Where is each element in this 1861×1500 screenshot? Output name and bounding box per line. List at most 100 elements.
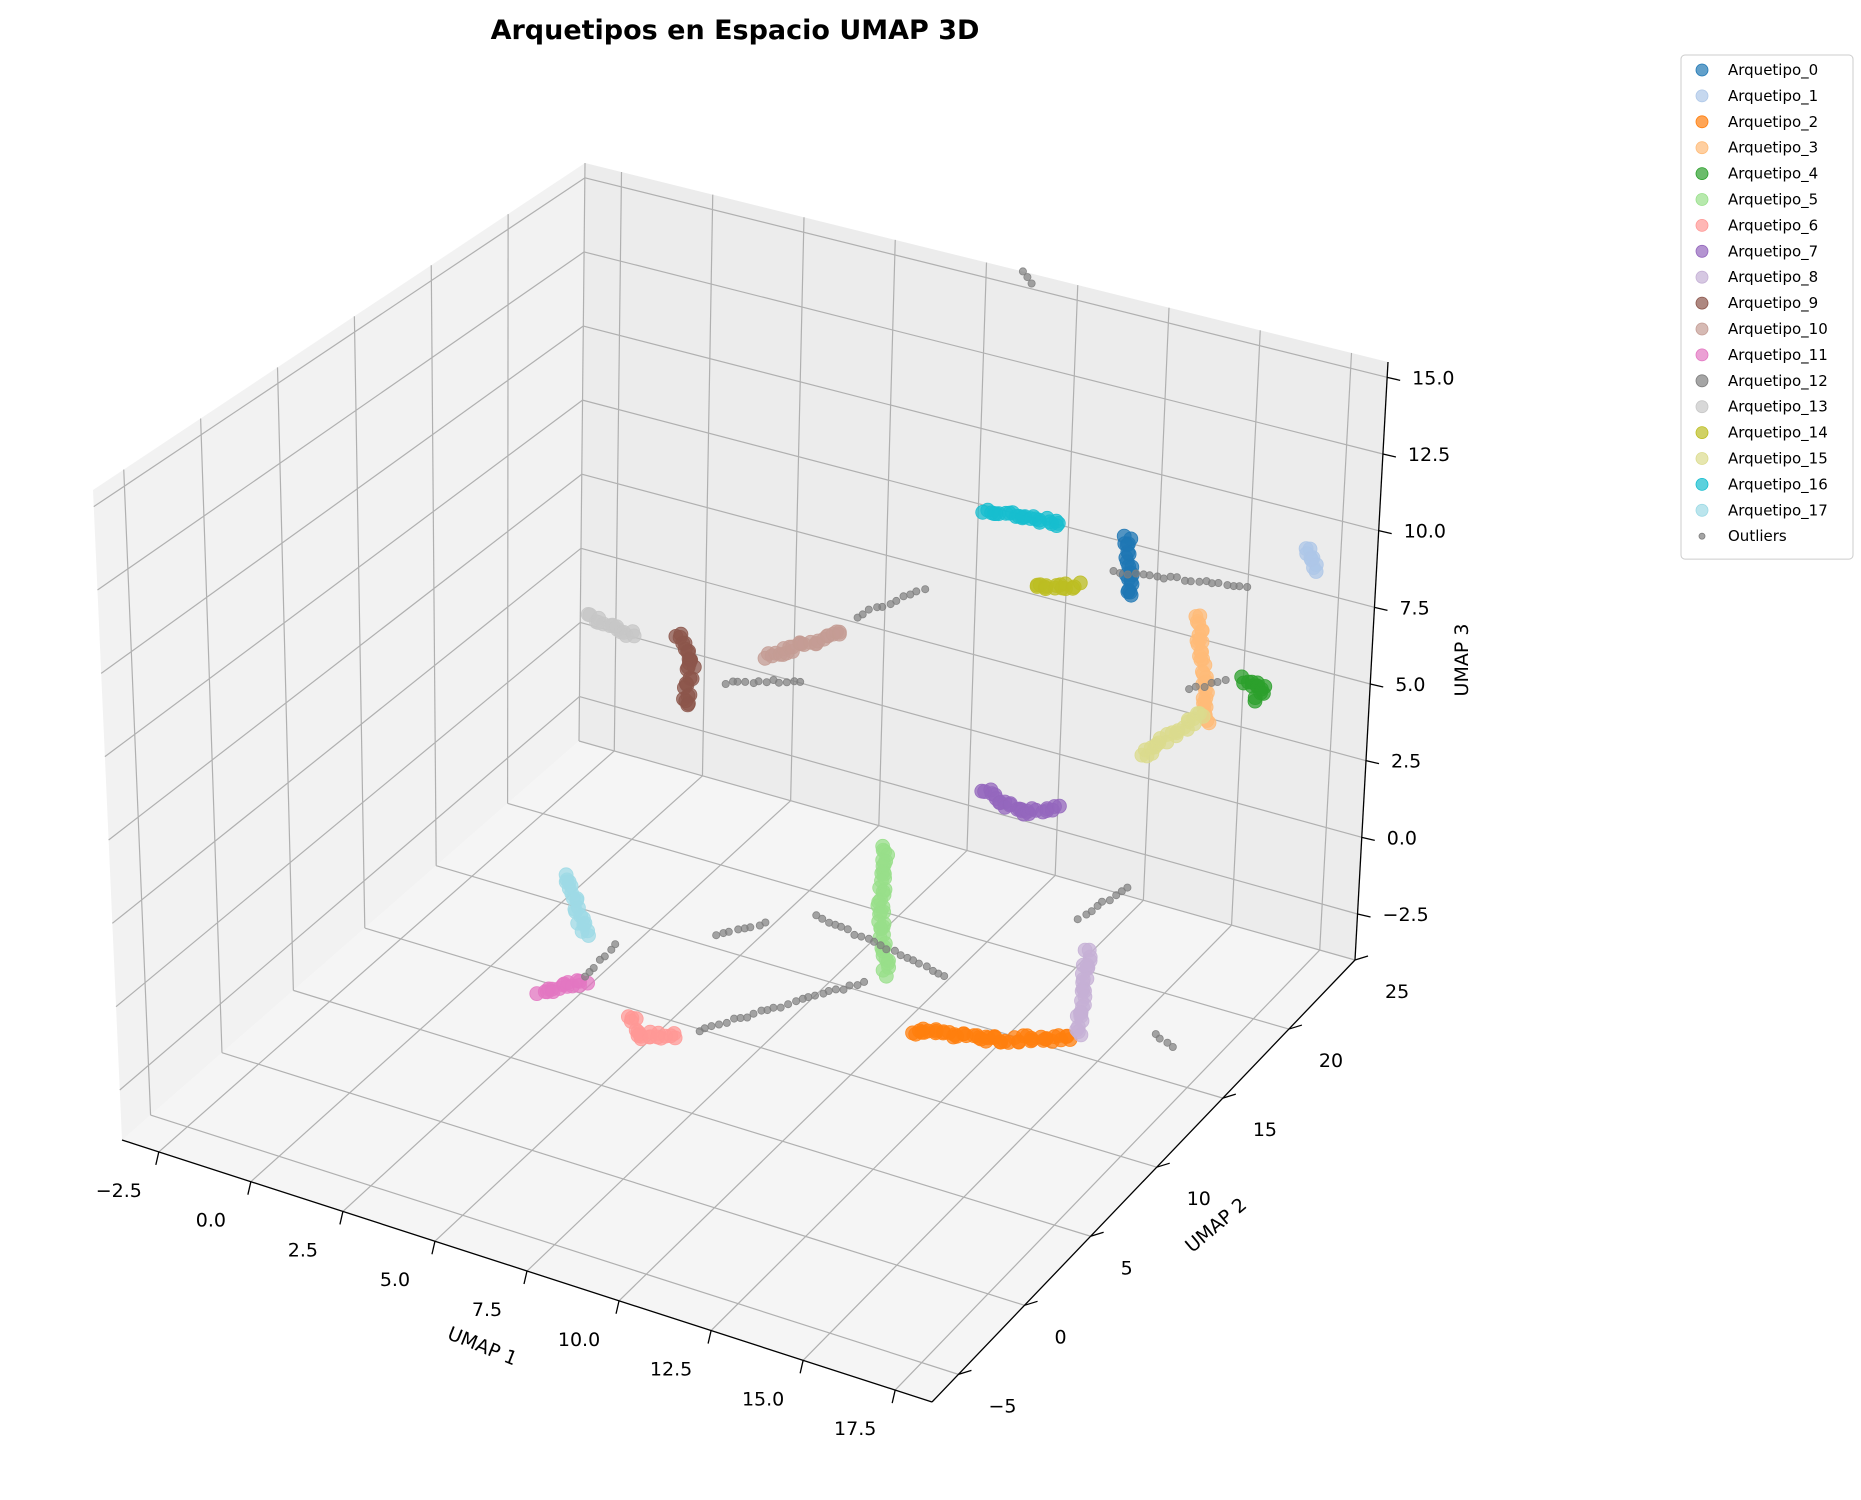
series-arquetipo_8 bbox=[1069, 942, 1098, 1043]
z-tick-label: 15.0 bbox=[1412, 367, 1454, 389]
legend-marker bbox=[1695, 503, 1709, 517]
data-point bbox=[914, 959, 923, 968]
x-tick-label: 15.0 bbox=[742, 1388, 784, 1410]
data-point bbox=[722, 1018, 731, 1027]
data-point bbox=[1050, 516, 1066, 531]
grid-line-x bbox=[1319, 352, 1353, 951]
y-tick bbox=[1024, 1300, 1038, 1306]
x-tick bbox=[339, 1211, 344, 1225]
data-point bbox=[784, 1000, 793, 1009]
series-arquetipo_0 bbox=[1116, 528, 1140, 603]
legend-label: Arquetipo_15 bbox=[1728, 450, 1828, 469]
legend-label: Arquetipo_2 bbox=[1728, 113, 1818, 132]
data-point bbox=[707, 1022, 716, 1031]
data-point bbox=[796, 677, 805, 686]
data-point bbox=[589, 964, 598, 973]
y-tick bbox=[1156, 1162, 1170, 1168]
grid-line-x bbox=[701, 194, 714, 776]
data-point bbox=[864, 605, 873, 614]
legend-marker bbox=[1695, 374, 1709, 388]
z-tick-label: −2.5 bbox=[1383, 904, 1429, 926]
data-point bbox=[922, 962, 931, 971]
data-point bbox=[1159, 574, 1168, 583]
data-point bbox=[839, 985, 848, 994]
z-tick bbox=[1361, 836, 1375, 841]
data-point bbox=[1023, 273, 1032, 282]
data-point bbox=[782, 678, 791, 687]
data-point bbox=[743, 1013, 752, 1022]
data-point bbox=[1186, 577, 1195, 586]
data-point bbox=[811, 991, 820, 1000]
y-tick bbox=[958, 1369, 972, 1375]
data-point bbox=[882, 945, 891, 954]
data-point bbox=[1132, 569, 1141, 578]
series-arquetipo_14 bbox=[1029, 575, 1088, 597]
data-point bbox=[1109, 567, 1118, 576]
x-tick-label: 12.5 bbox=[650, 1359, 692, 1381]
y-tick bbox=[1090, 1231, 1104, 1237]
data-point bbox=[876, 941, 885, 950]
data-point bbox=[1172, 573, 1181, 582]
legend-label: Arquetipo_6 bbox=[1728, 216, 1818, 235]
data-point bbox=[761, 918, 770, 927]
y-tick bbox=[1288, 1024, 1303, 1030]
data-point bbox=[1072, 575, 1088, 591]
data-point bbox=[892, 596, 901, 605]
y-tick bbox=[1354, 955, 1369, 961]
data-point bbox=[1195, 577, 1204, 586]
data-point bbox=[899, 592, 908, 601]
data-point bbox=[769, 1003, 778, 1012]
grid-line-y bbox=[200, 418, 223, 1053]
y-tick-label: 20 bbox=[1319, 1050, 1343, 1072]
z-tick bbox=[1387, 376, 1401, 381]
data-point bbox=[860, 977, 869, 986]
legend-label: Arquetipo_12 bbox=[1728, 372, 1828, 391]
series-arquetipo_7 bbox=[974, 782, 1067, 822]
data-point bbox=[600, 952, 609, 961]
chart-title: Arquetipos en Espacio UMAP 3D bbox=[491, 15, 980, 46]
z-tick-label: 0.0 bbox=[1387, 827, 1417, 849]
y-axis-line bbox=[931, 959, 1356, 1403]
legend-marker bbox=[1695, 115, 1709, 129]
legend-marker bbox=[1695, 270, 1709, 284]
z-axis-label: UMAP 3 bbox=[1451, 624, 1473, 697]
x-axis-label: UMAP 1 bbox=[444, 1323, 520, 1371]
legend-frame bbox=[1680, 54, 1854, 560]
y-tick-label: 15 bbox=[1253, 1119, 1277, 1141]
data-point bbox=[870, 937, 879, 946]
data-point bbox=[741, 677, 750, 686]
data-point bbox=[1027, 279, 1036, 288]
x-tick bbox=[615, 1300, 620, 1314]
legend-label: Outliers bbox=[1728, 527, 1787, 545]
y-tick bbox=[1222, 1093, 1237, 1099]
legend-marker bbox=[1695, 426, 1709, 440]
data-points bbox=[529, 267, 1324, 1052]
series-arquetipo_13 bbox=[580, 607, 642, 644]
grid-line-z bbox=[582, 399, 1375, 608]
data-point bbox=[853, 981, 862, 990]
x-tick-label: 2.5 bbox=[288, 1239, 318, 1261]
data-point bbox=[776, 1003, 785, 1012]
data-point bbox=[1235, 582, 1244, 591]
legend-marker bbox=[1695, 348, 1709, 362]
series-arquetipo_10 bbox=[757, 624, 847, 666]
grid-line-z bbox=[111, 547, 582, 924]
legend-label: Arquetipo_16 bbox=[1728, 475, 1828, 494]
legend-marker bbox=[1695, 167, 1709, 181]
grid-line-y bbox=[221, 1052, 1025, 1306]
data-point bbox=[1052, 798, 1067, 814]
legend-label: Arquetipo_9 bbox=[1728, 294, 1818, 313]
data-point bbox=[1168, 1043, 1177, 1052]
x-tick bbox=[799, 1360, 804, 1374]
grid-line-z bbox=[93, 177, 586, 508]
data-point bbox=[831, 985, 840, 994]
data-point bbox=[912, 587, 921, 596]
data-point bbox=[1308, 564, 1324, 579]
data-point bbox=[1123, 570, 1132, 579]
axis-panes bbox=[93, 163, 1388, 1402]
data-point bbox=[712, 931, 721, 940]
z-tick-label: 2.5 bbox=[1391, 751, 1421, 773]
series-arquetipo_17 bbox=[558, 867, 596, 943]
series-arquetipo_12 bbox=[581, 267, 1252, 1052]
